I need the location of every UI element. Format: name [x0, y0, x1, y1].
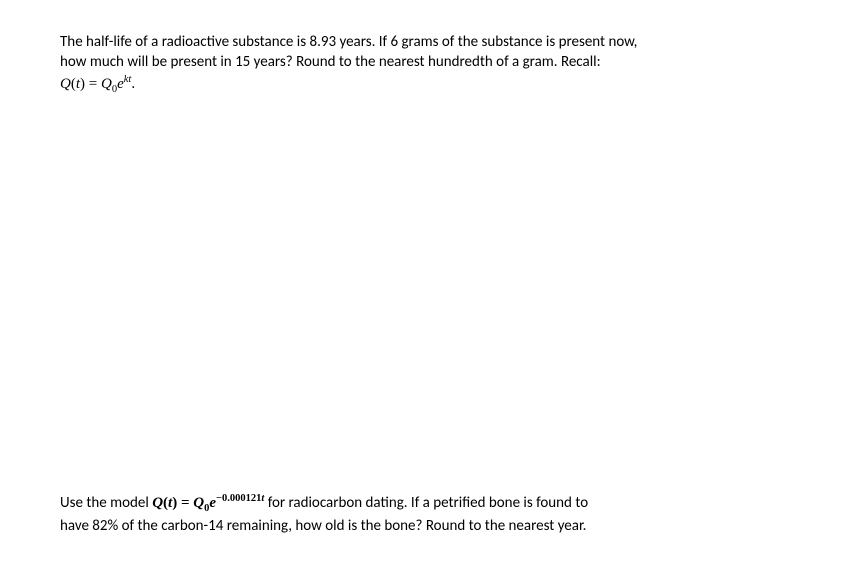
problem-text: how much will be present in 15 years? Ro… — [60, 53, 601, 71]
problem-line: Use the model Q(t) = Q0e−0.000121t for r… — [60, 492, 804, 516]
var-Q0: Q — [101, 76, 112, 92]
problem-halflife: The half-life of a radioactive substance… — [60, 32, 804, 97]
var-Q: Q — [152, 495, 163, 511]
problem-radiocarbon: Use the model Q(t) = Q0e−0.000121t for r… — [60, 492, 804, 536]
formula-radiocarbon: Q(t) = Q0e−0.000121t — [152, 495, 264, 511]
var-e: e — [117, 76, 124, 92]
var-Q: Q — [60, 76, 71, 92]
var-t: t — [76, 76, 80, 92]
formula-decay: Q(t) = Q0ekt — [60, 76, 131, 92]
problem-line: The half-life of a radioactive substance… — [60, 32, 804, 52]
problem-text: have 82% of the carbon-14 remaining, how… — [60, 517, 586, 535]
problem-line: how much will be present in 15 years? Ro… — [60, 52, 804, 72]
eq-sign: = — [177, 495, 193, 511]
var-t: t — [168, 495, 172, 511]
problem-text-prefix: Use the model — [60, 494, 152, 512]
var-Q0: Q — [193, 495, 204, 511]
exp-coef: −0.000121 — [216, 493, 261, 504]
problem-text: The half-life of a radioactive substance… — [60, 33, 637, 51]
problem-formula-line: Q(t) = Q0ekt. — [60, 73, 804, 97]
eq-sign: = — [85, 76, 101, 92]
problem-text-mid: for radiocarbon dating. If a petrified b… — [264, 494, 588, 512]
problem-line: have 82% of the carbon-14 remaining, how… — [60, 516, 804, 536]
formula-end: . — [131, 75, 135, 93]
